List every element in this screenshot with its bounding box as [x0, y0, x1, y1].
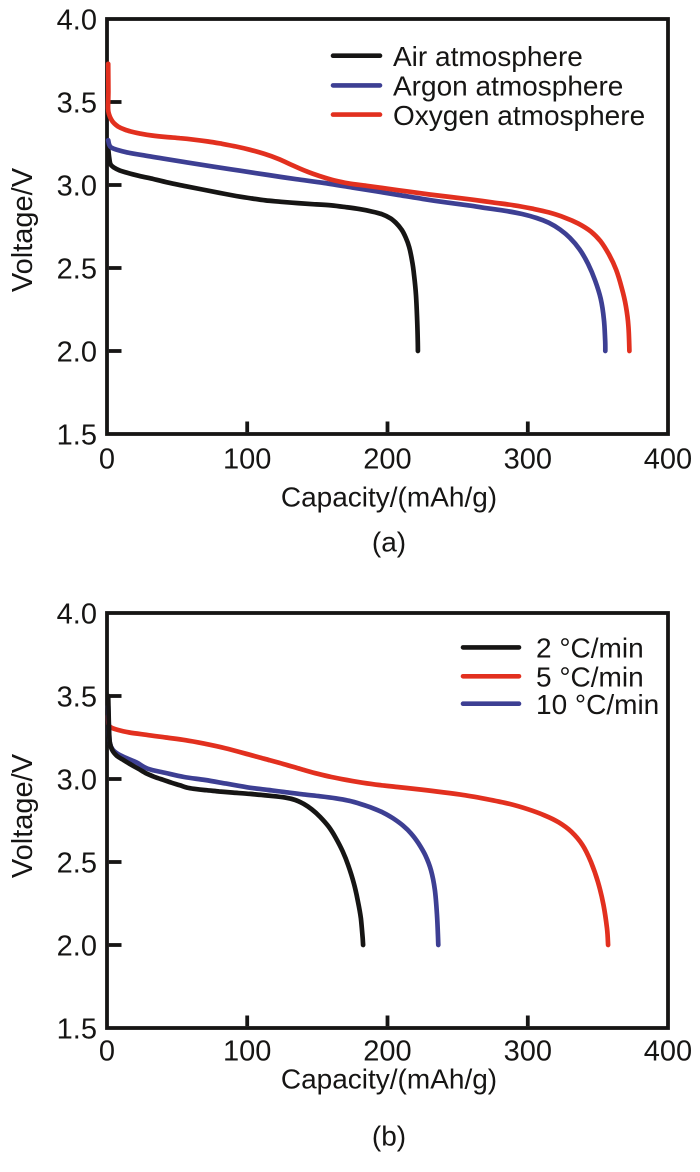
svg-text:2.5: 2.5: [57, 848, 97, 880]
svg-text:200: 200: [363, 1036, 411, 1068]
svg-text:3.0: 3.0: [57, 765, 97, 797]
svg-text:Air atmosphere: Air atmosphere: [393, 41, 583, 72]
svg-text:1.5: 1.5: [57, 420, 97, 452]
svg-text:2 °C/min: 2 °C/min: [536, 633, 644, 664]
svg-text:Oxygen atmosphere: Oxygen atmosphere: [393, 100, 645, 131]
svg-text:Voltage/V: Voltage/V: [7, 167, 39, 292]
svg-text:4.0: 4.0: [57, 599, 97, 631]
svg-text:Capacity/(mAh/g): Capacity/(mAh/g): [281, 482, 497, 513]
svg-text:Capacity/(mAh/g): Capacity/(mAh/g): [281, 1064, 497, 1095]
svg-text:100: 100: [223, 443, 271, 475]
svg-text:400: 400: [644, 1036, 692, 1068]
svg-text:3.0: 3.0: [57, 171, 97, 203]
svg-text:4.0: 4.0: [57, 5, 97, 37]
svg-text:3.5: 3.5: [57, 682, 97, 714]
svg-text:2.0: 2.0: [57, 337, 97, 369]
svg-text:100: 100: [223, 1036, 271, 1068]
svg-text:3.5: 3.5: [57, 88, 97, 120]
svg-text:300: 300: [504, 1036, 552, 1068]
svg-text:(b): (b): [372, 1121, 406, 1152]
svg-text:10 °C/min: 10 °C/min: [536, 689, 659, 720]
svg-text:Voltage/V: Voltage/V: [7, 753, 39, 878]
svg-text:(a): (a): [372, 527, 406, 558]
svg-text:5 °C/min: 5 °C/min: [536, 662, 644, 693]
svg-text:300: 300: [504, 443, 552, 475]
svg-text:Argon atmosphere: Argon atmosphere: [393, 71, 623, 102]
svg-text:400: 400: [644, 443, 692, 475]
svg-text:1.5: 1.5: [57, 1014, 97, 1046]
svg-text:2.5: 2.5: [57, 254, 97, 286]
svg-text:2.0: 2.0: [57, 931, 97, 963]
svg-text:200: 200: [363, 443, 411, 475]
svg-text:0: 0: [99, 443, 115, 475]
svg-text:0: 0: [99, 1036, 115, 1068]
